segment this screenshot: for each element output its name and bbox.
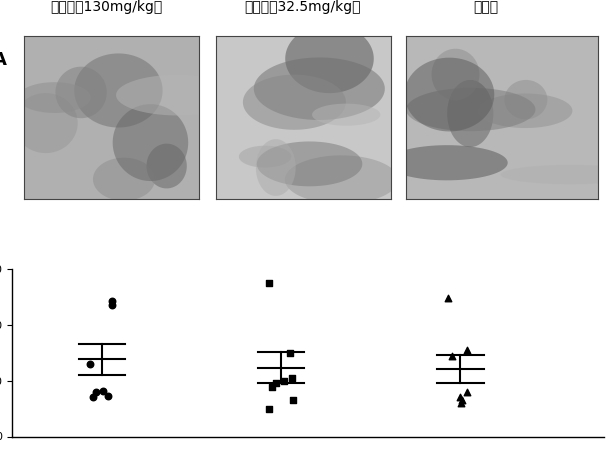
Point xyxy=(107,298,117,305)
Point xyxy=(447,352,457,359)
Polygon shape xyxy=(312,104,381,126)
Text: 模型组: 模型组 xyxy=(473,0,498,14)
Polygon shape xyxy=(113,104,188,181)
Point xyxy=(462,346,472,354)
Polygon shape xyxy=(478,94,572,128)
Polygon shape xyxy=(239,146,292,167)
Polygon shape xyxy=(257,141,362,186)
Point xyxy=(98,387,107,394)
Point xyxy=(91,388,101,396)
Point xyxy=(443,294,453,302)
Point xyxy=(103,393,113,400)
Polygon shape xyxy=(243,75,346,130)
Polygon shape xyxy=(254,58,385,120)
Point xyxy=(85,360,95,368)
Polygon shape xyxy=(501,165,610,184)
Point xyxy=(88,394,98,401)
Point xyxy=(455,394,465,401)
Point xyxy=(264,279,273,287)
Polygon shape xyxy=(404,58,494,131)
Point xyxy=(288,396,298,404)
Point xyxy=(279,377,289,384)
Point xyxy=(267,384,277,391)
Polygon shape xyxy=(504,80,547,119)
Point xyxy=(107,302,117,309)
Point xyxy=(287,374,297,382)
Point xyxy=(456,400,466,407)
Polygon shape xyxy=(285,155,398,204)
Polygon shape xyxy=(386,145,508,180)
Text: 桂皮醛（130mg/kg）: 桂皮醛（130mg/kg） xyxy=(51,0,163,14)
Polygon shape xyxy=(431,49,479,100)
Polygon shape xyxy=(74,54,163,127)
Polygon shape xyxy=(447,80,493,147)
Point xyxy=(457,396,467,404)
Point xyxy=(265,405,274,412)
Text: 桂皮醛（32.5mg/kg）: 桂皮醛（32.5mg/kg） xyxy=(244,0,361,14)
Polygon shape xyxy=(18,82,91,113)
Point xyxy=(285,349,295,356)
Point xyxy=(271,380,281,387)
Polygon shape xyxy=(93,158,155,201)
Polygon shape xyxy=(285,24,374,93)
Polygon shape xyxy=(256,139,296,196)
Polygon shape xyxy=(13,93,77,153)
Point xyxy=(462,388,472,396)
Polygon shape xyxy=(56,67,107,118)
Text: A: A xyxy=(0,51,6,69)
Polygon shape xyxy=(406,88,536,131)
Polygon shape xyxy=(146,144,187,189)
Polygon shape xyxy=(116,75,240,116)
